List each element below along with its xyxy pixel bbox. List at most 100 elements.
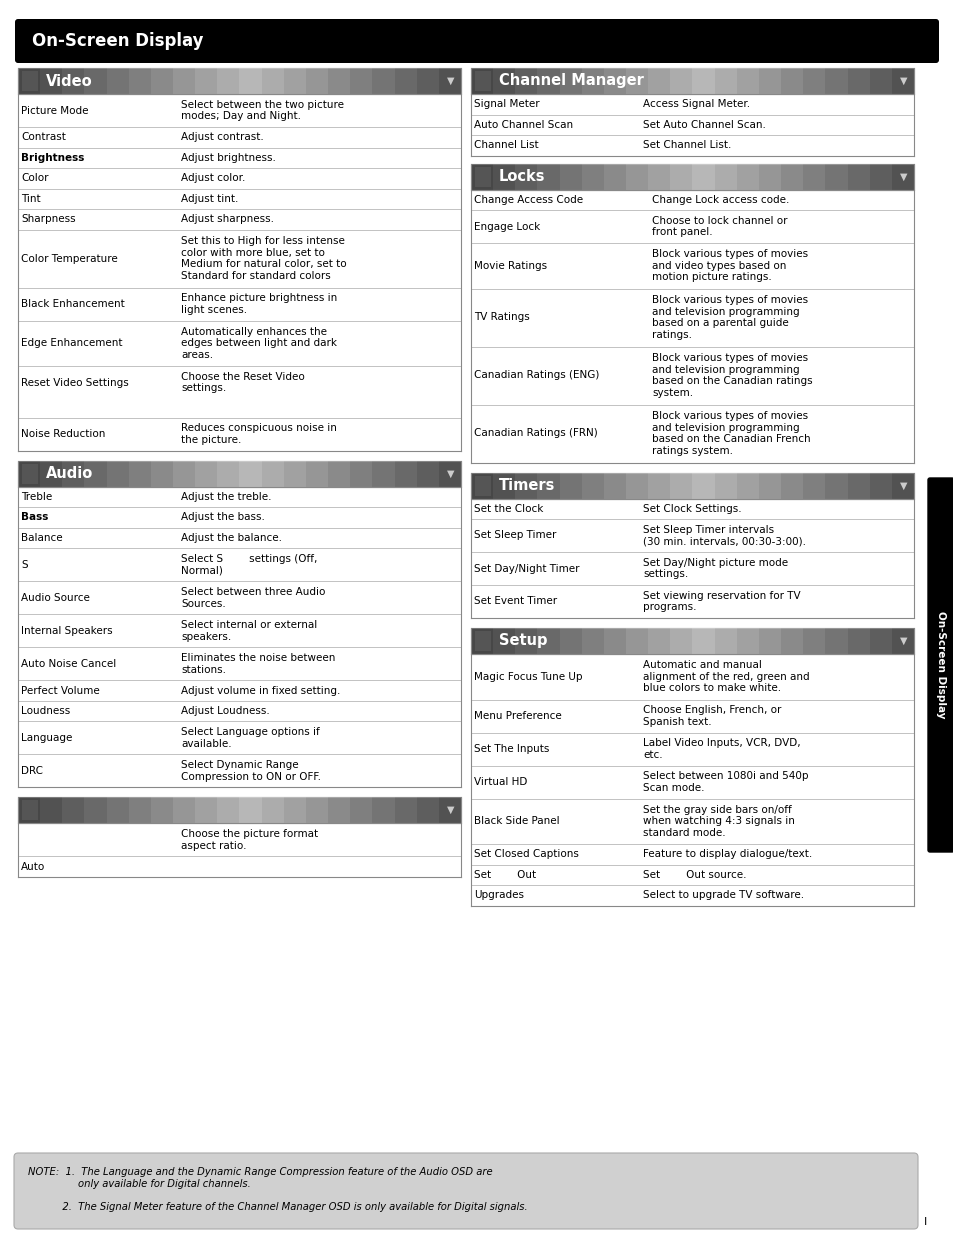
Text: Adjust Loudness.: Adjust Loudness.	[181, 706, 270, 716]
Bar	[891, 629, 913, 655]
Bar	[736, 473, 759, 499]
Bar	[22, 800, 38, 820]
Bar	[129, 461, 151, 487]
Text: Reset Video Settings: Reset Video Settings	[21, 378, 129, 388]
Bar	[559, 68, 581, 94]
Bar	[802, 163, 824, 189]
Bar	[475, 631, 491, 651]
Text: Select S        settings (Off,
Normal): Select S settings (Off, Normal)	[181, 555, 317, 576]
Bar	[172, 461, 195, 487]
Text: Color Temperature: Color Temperature	[21, 253, 117, 263]
Text: Noise Reduction: Noise Reduction	[21, 430, 105, 440]
Bar	[283, 461, 306, 487]
Bar	[603, 68, 625, 94]
Bar	[781, 629, 802, 655]
Text: Brightness: Brightness	[21, 153, 84, 163]
Bar	[416, 461, 438, 487]
Text: Movie Ratings: Movie Ratings	[474, 261, 547, 270]
Bar	[581, 68, 603, 94]
Bar	[239, 68, 261, 94]
Bar	[151, 68, 172, 94]
Bar	[581, 163, 603, 189]
Bar	[515, 629, 537, 655]
Bar	[395, 461, 416, 487]
Text: Set Day/Night Timer: Set Day/Night Timer	[474, 563, 578, 573]
Bar	[62, 68, 85, 94]
Bar	[306, 68, 328, 94]
Bar	[824, 473, 846, 499]
Text: ▼: ▼	[900, 480, 907, 490]
Text: On-Screen Display: On-Screen Display	[32, 32, 203, 49]
Text: Set the Clock: Set the Clock	[474, 504, 543, 514]
Bar	[736, 629, 759, 655]
Text: Signal Meter: Signal Meter	[474, 99, 539, 109]
Bar	[824, 68, 846, 94]
Bar	[559, 473, 581, 499]
Bar	[306, 461, 328, 487]
Text: Timers: Timers	[498, 478, 555, 493]
Text: Block various types of movies
and television programming
based on the Canadian F: Block various types of movies and televi…	[652, 411, 810, 456]
Bar	[471, 68, 493, 94]
Bar	[129, 68, 151, 94]
Bar	[869, 68, 891, 94]
Text: Select internal or external
speakers.: Select internal or external speakers.	[181, 620, 317, 641]
Text: S: S	[21, 559, 28, 569]
Text: Set Day/Night picture mode
settings.: Set Day/Night picture mode settings.	[642, 558, 787, 579]
Text: ▼: ▼	[900, 636, 907, 646]
Text: Block various types of movies
and video types based on
motion picture ratings.: Block various types of movies and video …	[652, 249, 807, 283]
Bar	[18, 461, 460, 487]
Bar	[328, 461, 350, 487]
FancyBboxPatch shape	[15, 19, 938, 63]
Bar	[475, 475, 491, 495]
Text: Channel Manager: Channel Manager	[498, 74, 643, 89]
Bar	[471, 163, 493, 189]
Text: Automatically enhances the
edges between light and dark
areas.: Automatically enhances the edges between…	[181, 326, 337, 359]
Bar	[692, 629, 714, 655]
Bar	[395, 798, 416, 824]
Text: Black Side Panel: Black Side Panel	[474, 816, 559, 826]
Text: Block various types of movies
and television programming
based on a parental gui: Block various types of movies and televi…	[652, 295, 807, 340]
Bar	[372, 461, 395, 487]
Text: Adjust the treble.: Adjust the treble.	[181, 492, 272, 501]
Bar	[395, 68, 416, 94]
Bar	[350, 68, 372, 94]
Text: Change Lock access code.: Change Lock access code.	[652, 195, 789, 205]
Text: Change Access Code: Change Access Code	[474, 195, 582, 205]
Bar	[625, 473, 647, 499]
FancyBboxPatch shape	[927, 478, 953, 852]
Bar	[692, 68, 714, 94]
Bar	[515, 68, 537, 94]
Text: Adjust the bass.: Adjust the bass.	[181, 513, 265, 522]
Text: Enhance picture brightness in
light scenes.: Enhance picture brightness in light scen…	[181, 293, 337, 315]
Text: Access Signal Meter.: Access Signal Meter.	[642, 99, 750, 109]
Bar	[261, 798, 283, 824]
Text: Virtual HD: Virtual HD	[474, 777, 527, 787]
Text: Perfect Volume: Perfect Volume	[21, 685, 100, 695]
Text: Set The Inputs: Set The Inputs	[474, 743, 549, 755]
Text: Internal Speakers: Internal Speakers	[21, 626, 112, 636]
Text: Setup: Setup	[498, 634, 547, 648]
Bar	[581, 629, 603, 655]
Bar	[493, 473, 515, 499]
Text: Select Dynamic Range
Compression to ON or OFF.: Select Dynamic Range Compression to ON o…	[181, 760, 321, 782]
Text: Feature to display dialogue/text.: Feature to display dialogue/text.	[642, 850, 812, 860]
Text: Video: Video	[46, 74, 92, 89]
Bar	[129, 798, 151, 824]
Bar	[802, 68, 824, 94]
Bar	[18, 68, 460, 94]
Text: ▼: ▼	[447, 805, 455, 815]
Bar	[261, 68, 283, 94]
Text: Set Clock Settings.: Set Clock Settings.	[642, 504, 741, 514]
Bar	[846, 629, 869, 655]
Text: Adjust volume in fixed setting.: Adjust volume in fixed setting.	[181, 685, 340, 695]
Text: TV Ratings: TV Ratings	[474, 312, 529, 322]
Bar	[670, 473, 692, 499]
Text: Set Event Timer: Set Event Timer	[474, 597, 557, 606]
Text: Engage Lock: Engage Lock	[474, 221, 539, 231]
FancyBboxPatch shape	[14, 1153, 917, 1229]
Bar	[869, 629, 891, 655]
Bar	[891, 473, 913, 499]
Text: Select between the two picture
modes; Day and Night.: Select between the two picture modes; Da…	[181, 100, 344, 121]
Text: Set Sleep Timer intervals
(30 min. intervals, 00:30-3:00).: Set Sleep Timer intervals (30 min. inter…	[642, 525, 805, 546]
Text: Language: Language	[21, 732, 72, 742]
